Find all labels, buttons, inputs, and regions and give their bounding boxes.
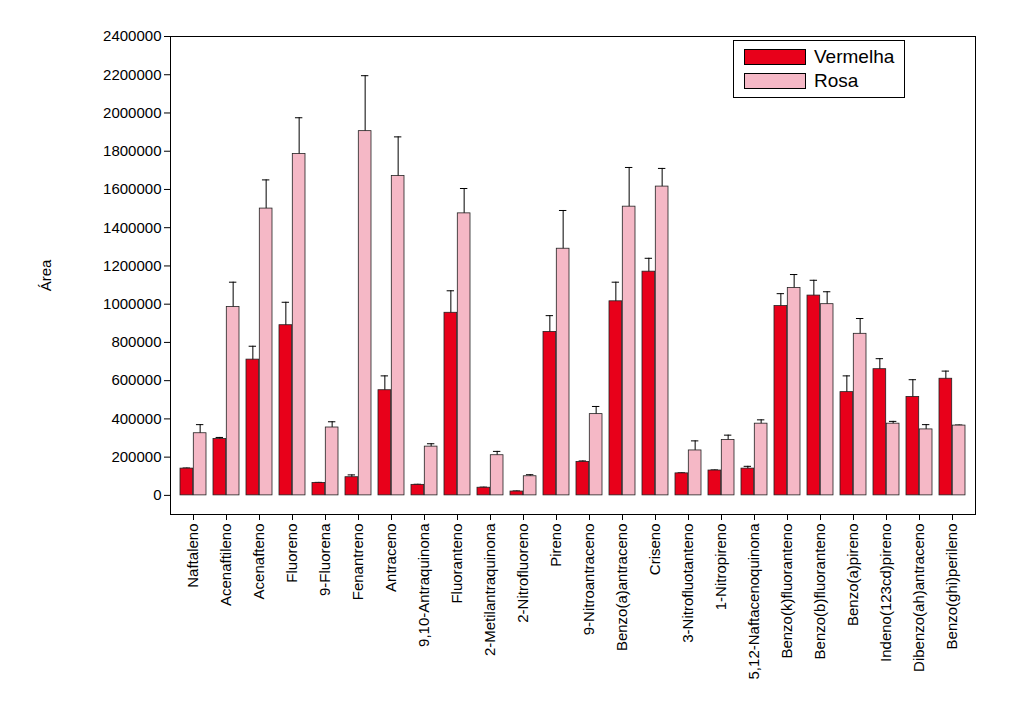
svg-text:1000000: 1000000: [103, 295, 161, 312]
svg-text:Benzo(k)fluoranteno: Benzo(k)fluoranteno: [778, 524, 795, 659]
svg-text:1200000: 1200000: [103, 257, 161, 274]
svg-text:2000000: 2000000: [103, 104, 161, 121]
svg-text:600000: 600000: [111, 371, 161, 388]
svg-text:3-Nitrofluotanteno: 3-Nitrofluotanteno: [679, 524, 696, 643]
svg-text:Criseno: Criseno: [646, 524, 663, 576]
svg-text:Acenaftileno: Acenaftileno: [217, 524, 234, 607]
svg-text:Fluoranteno: Fluoranteno: [448, 524, 465, 604]
svg-text:9-Nitroantraceno: 9-Nitroantraceno: [580, 524, 597, 636]
svg-text:Benzo(ghi)perileno: Benzo(ghi)perileno: [943, 524, 960, 650]
svg-text:Benzo(b)fluoranteno: Benzo(b)fluoranteno: [811, 524, 828, 660]
svg-text:1800000: 1800000: [103, 142, 161, 159]
svg-text:Dibenzo(ah)antraceno: Dibenzo(ah)antraceno: [910, 524, 927, 672]
svg-text:1600000: 1600000: [103, 180, 161, 197]
svg-text:Fenantreno: Fenantreno: [349, 524, 366, 601]
svg-text:Benzo(a)antraceno: Benzo(a)antraceno: [613, 524, 630, 652]
svg-text:2-Nitrofluoreno: 2-Nitrofluoreno: [514, 524, 531, 623]
svg-text:Naftaleno: Naftaleno: [184, 524, 201, 588]
svg-text:2200000: 2200000: [103, 66, 161, 83]
html-text:Rosa: Rosa: [814, 70, 859, 91]
svg-text:Benzo(a)pireno: Benzo(a)pireno: [844, 524, 861, 627]
svg-text:Fluoreno: Fluoreno: [283, 524, 300, 583]
svg-text:200000: 200000: [111, 448, 161, 465]
svg-text:2400000: 2400000: [103, 27, 161, 44]
svg-text:Área: Área: [37, 259, 54, 291]
svg-text:800000: 800000: [111, 333, 161, 350]
html-text:Vermelha: Vermelha: [814, 46, 895, 67]
svg-text:Indeno(123cd)pireno: Indeno(123cd)pireno: [877, 524, 894, 662]
svg-text:Pireno: Pireno: [547, 524, 564, 567]
svg-text:Acenafteno: Acenafteno: [250, 524, 267, 600]
svg-text:1400000: 1400000: [103, 219, 161, 236]
svg-text:2-Metilantraquinona: 2-Metilantraquinona: [481, 523, 498, 656]
svg-text:5,12-Naftacenoquinona: 5,12-Naftacenoquinona: [745, 523, 762, 680]
svg-text:9,10-Antraquinona: 9,10-Antraquinona: [415, 523, 432, 647]
svg-text:1-Nitropireno: 1-Nitropireno: [712, 524, 729, 611]
svg-text:0: 0: [153, 486, 161, 503]
svg-text:Antraceno: Antraceno: [382, 524, 399, 592]
svg-text:9-Fluorena: 9-Fluorena: [316, 523, 333, 596]
svg-text:400000: 400000: [111, 410, 161, 427]
